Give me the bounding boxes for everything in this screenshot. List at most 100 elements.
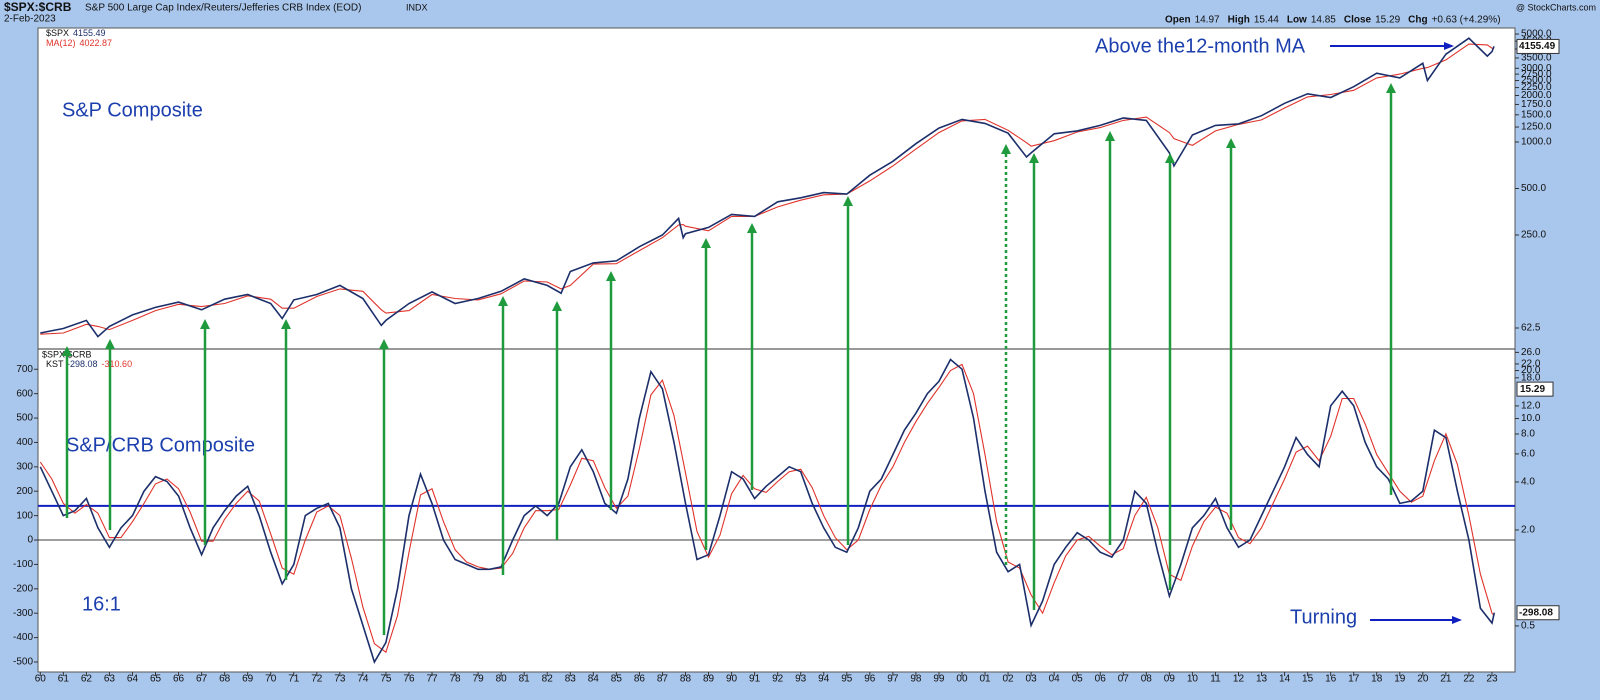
x-tick-label: 94 (818, 674, 830, 685)
symbol: $SPX:$CRB (4, 0, 72, 14)
x-tick-label: 08 (1141, 674, 1153, 685)
y-tick-label: 1000.0 (1521, 137, 1552, 148)
y2-tick-label: 18.0 (1521, 372, 1541, 383)
legend-entry: $SPX 4155.49 (46, 28, 106, 38)
last-ratio-tag (1516, 381, 1554, 397)
annotation-arrows (62, 42, 1462, 635)
x-tick-label: 62 (81, 674, 93, 685)
legend-value: 4022.87 (80, 38, 113, 48)
panel-title: S&P Composite (62, 99, 203, 121)
y2-tick-label: 0.5 (1521, 621, 1535, 632)
quote-value: 14.97 (1195, 15, 1220, 26)
y-tick-label: 5000.0 (1521, 29, 1552, 40)
x-tick-label: 93 (795, 674, 807, 685)
x-tick-label: 09 (1164, 674, 1176, 685)
y-tick-label: 2000.0 (1521, 90, 1552, 101)
x-tick-label: 07 (1118, 674, 1130, 685)
x-tick-label: 21 (1440, 674, 1452, 685)
x-tick-label: 89 (703, 674, 715, 685)
x-tick-label: 95 (841, 674, 853, 685)
legend-value: 4155.49 (73, 28, 106, 38)
legend-value: -310.60 (102, 359, 133, 369)
x-tick-label: 18 (1371, 674, 1383, 685)
quote-value: 14.85 (1311, 15, 1336, 26)
x-tick-label: 88 (680, 674, 692, 685)
y-tick-label: -400 (13, 632, 33, 643)
x-tick-label: 04 (1049, 674, 1061, 685)
panel-title: S&P/CRB Composite (66, 434, 255, 456)
x-tick-label: 70 (265, 674, 277, 685)
exchange: INDX (406, 2, 428, 12)
y2-tick-label: 2.0 (1521, 525, 1535, 536)
x-tick-label: 73 (334, 674, 346, 685)
x-tick-label: 60 (35, 674, 47, 685)
annotation: Above the12-month MA (1095, 35, 1306, 57)
y-tick-label: 200 (16, 486, 33, 497)
x-tick-label: 63 (104, 674, 116, 685)
x-tick-label: 64 (127, 674, 139, 685)
x-tick-label: 16 (1325, 674, 1337, 685)
x-tick-label: 92 (772, 674, 784, 685)
x-tick-label: 23 (1486, 674, 1498, 685)
x-tick-label: 06 (1095, 674, 1107, 685)
y2-tick-label: 10.0 (1521, 413, 1541, 424)
x-tick-label: 22 (1463, 674, 1475, 685)
x-tick-label: 84 (588, 674, 600, 685)
x-tick-label: 15 (1302, 674, 1314, 685)
y-tick-label: 500 (16, 413, 33, 424)
x-tick-label: 01 (979, 674, 991, 685)
x-tick-label: 80 (496, 674, 508, 685)
x-tick-label: 71 (288, 674, 300, 685)
y-tick-label: -500 (13, 657, 33, 668)
x-tick-label: 65 (150, 674, 162, 685)
legend-name: MA(12) (46, 38, 76, 48)
quote-value: 15.44 (1254, 15, 1279, 26)
y2-tick-label: 4.0 (1521, 477, 1535, 488)
y-tick-label: -300 (13, 608, 33, 619)
y-tick-label: 1750.0 (1521, 99, 1552, 110)
y-tick-label: 1500.0 (1521, 109, 1552, 120)
x-tick-label: 19 (1394, 674, 1406, 685)
x-tick-label: 75 (380, 674, 392, 685)
x-tick-label: 82 (542, 674, 554, 685)
x-tick-label: 67 (196, 674, 208, 685)
y-tick-label: 0 (27, 535, 33, 546)
y-tick-label: 1250.0 (1521, 122, 1552, 133)
last-value-tag (1516, 38, 1560, 54)
y2-tick-label: 22.0 (1521, 359, 1541, 370)
x-tick-label: 11 (1210, 674, 1221, 685)
y-tick-label: -100 (13, 559, 33, 570)
y-tick-label: 400 (16, 437, 33, 448)
x-tick-label: 96 (864, 674, 876, 685)
legend-value: -298.08 (67, 359, 98, 369)
x-tick-label: 99 (933, 674, 945, 685)
quote-label: Close (1344, 15, 1372, 26)
description: S&P 500 Large Cap Index/Reuters/Jefferie… (85, 3, 361, 14)
quote-value: 15.29 (1375, 15, 1400, 26)
x-tick-label: 14 (1279, 674, 1291, 685)
last-value-label: -298.08 (1519, 607, 1553, 618)
x-tick-label: 97 (887, 674, 899, 685)
x-tick-label: 91 (749, 674, 761, 685)
source: @ StockCharts.com (1516, 2, 1596, 12)
x-tick-label: 85 (611, 674, 623, 685)
series-line (39, 358, 1496, 664)
quote: Open 14.97 High 15.44 Low 14.85 Close 15.29 Chg +… (1165, 15, 1501, 26)
quote-label: Chg (1408, 15, 1427, 26)
series-line (39, 363, 1495, 654)
y-tick-label: -200 (13, 583, 33, 594)
y2-tick-label: 20.0 (1521, 365, 1541, 376)
x-tick-label: 87 (657, 674, 669, 685)
last-ratio-label: 15.29 (1520, 384, 1545, 395)
x-tick-label: 78 (449, 674, 461, 685)
x-tick-label: 12 (1233, 674, 1245, 685)
last-value-label: 4155.49 (1519, 41, 1556, 52)
y-tick-label: 250.0 (1521, 230, 1546, 241)
y-tick-label: 500.0 (1521, 183, 1546, 194)
x-tick-label: 20 (1417, 674, 1429, 685)
x-tick-label: 05 (1072, 674, 1084, 685)
date: 2-Feb-2023 (4, 14, 56, 25)
x-tick-label: 98 (910, 674, 922, 685)
y-tick-label: 100 (16, 510, 33, 521)
legend-entry: MA(12) 4022.87 (46, 38, 112, 48)
